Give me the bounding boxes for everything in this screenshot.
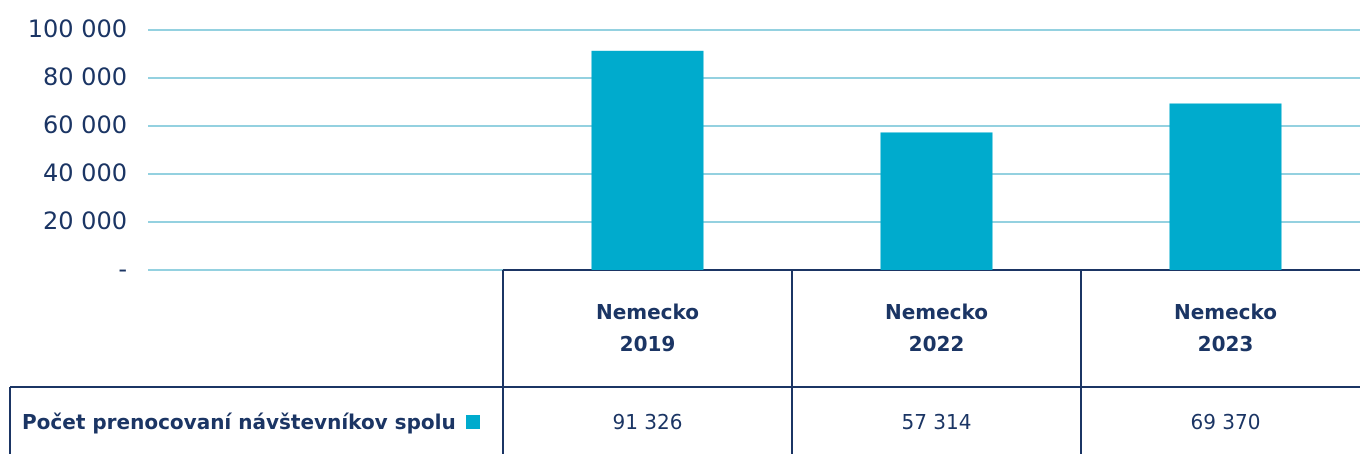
- bar: [880, 132, 993, 270]
- value-label: 57 314: [901, 410, 972, 434]
- legend: Počet prenocovaní návštevníkov spolu: [22, 390, 480, 454]
- y-tick-label: 100 000: [28, 15, 127, 43]
- category-label: Nemecko 2023: [1173, 300, 1278, 356]
- y-tick-label: 40 000: [43, 159, 127, 187]
- legend-swatch: [465, 415, 480, 429]
- y-tick-label: 60 000: [43, 111, 127, 139]
- bar: [1169, 103, 1282, 271]
- legend-label: Počet prenocovaní návštevníkov spolu: [22, 410, 456, 434]
- y-tick-label: 80 000: [43, 63, 127, 91]
- category-label: Nemecko 2022: [884, 300, 989, 356]
- value-label: 91 326: [612, 410, 683, 434]
- bar: [591, 50, 704, 271]
- y-tick-label: -: [118, 255, 127, 283]
- value-label: 69 370: [1190, 410, 1261, 434]
- category-label: Nemecko 2019: [595, 300, 700, 356]
- y-tick-label: 20 000: [43, 207, 127, 235]
